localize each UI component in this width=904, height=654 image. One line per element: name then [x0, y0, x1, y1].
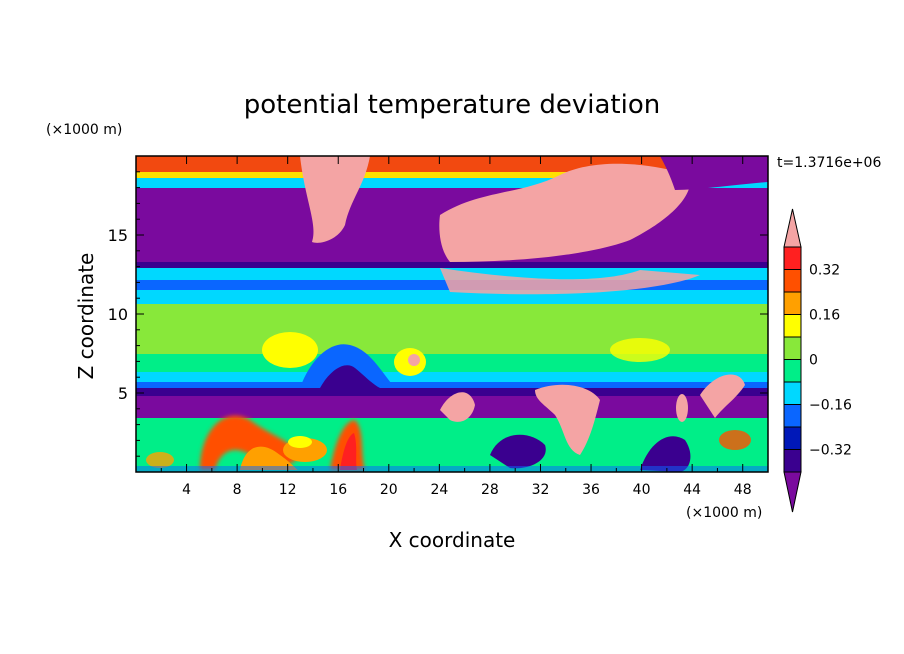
chart-title: potential temperature deviation: [244, 90, 660, 120]
x-tick-label: 8: [233, 482, 242, 498]
plume-right: [439, 163, 691, 262]
x-tick-label: 36: [582, 482, 600, 498]
x-tick-label: 40: [633, 482, 651, 498]
colorbar-box: [783, 336, 802, 360]
blob-yellow-3: [610, 338, 670, 362]
colorbar-label: 0: [809, 353, 818, 369]
colorbar-box: [783, 426, 802, 450]
x-ticks: 4 8 12 16 20 24 28 32 36 40 44 48: [160, 156, 752, 498]
colorbar-box: [783, 449, 802, 473]
x-unit-label: (×1000 m): [686, 505, 762, 521]
y-axis-label: Z coordinate: [74, 253, 98, 380]
yellow-blob-bottom: [288, 436, 312, 448]
intrusion-2: [535, 384, 600, 455]
y-tick-label: 5: [118, 384, 128, 403]
colorbar-box: [783, 381, 802, 405]
bottom-edge-band: [136, 466, 768, 472]
cold-dome-inner: [320, 365, 380, 388]
x-tick-label: 44: [683, 482, 701, 498]
x-tick-label: 48: [734, 482, 752, 498]
band-top-yellow: [136, 172, 768, 180]
x-tick-label: 4: [182, 482, 191, 498]
x-axis-label: X coordinate: [389, 528, 516, 552]
band-blue-5: [136, 382, 768, 390]
cold-eddy-2: [640, 436, 691, 472]
x-tick-label: 16: [329, 482, 347, 498]
cold-eddy-1: [490, 434, 546, 469]
y-tick-label: 10: [108, 305, 128, 324]
y-unit-label: (×1000 m): [46, 122, 122, 138]
x-tick-label: 24: [430, 482, 448, 498]
x-tick-label: 20: [380, 482, 398, 498]
x-tick-label: 12: [279, 482, 297, 498]
band-green-mid: [136, 304, 768, 354]
blob-yellow-1: [262, 332, 318, 368]
streak-low-right: [440, 268, 700, 295]
warm-column-core: [340, 433, 357, 470]
warm-eddy-left: [146, 452, 174, 468]
band-dark-13: [136, 262, 768, 268]
colorbar: 0.32 0.16 0 −0.16 −0.32: [783, 208, 852, 513]
intrusion-4: [676, 394, 688, 422]
band-cyan-11: [136, 290, 768, 304]
warm-eddy-right: [719, 430, 751, 450]
colorbar-box: [783, 314, 802, 338]
blob-pink-1: [408, 354, 420, 366]
colorbar-label: −0.16: [809, 398, 852, 414]
band-cyan-6: [136, 372, 768, 384]
colorbar-label: 0.32: [809, 263, 840, 279]
time-label: t=1.3716e+06: [777, 155, 881, 171]
y-tick-label: 15: [108, 226, 128, 245]
x-tick-label: 28: [481, 482, 499, 498]
x-tick-label: 32: [532, 482, 550, 498]
colorbar-box: [783, 269, 802, 293]
colorbar-box: [783, 404, 802, 428]
colorbar-box: [783, 246, 802, 270]
colorbar-top-arrow: [783, 208, 802, 248]
warm-arc-2: [240, 446, 298, 470]
plume-left: [300, 156, 370, 243]
colorbar-bottom-arrow: [783, 471, 802, 513]
intrusion-3: [700, 374, 745, 418]
intrusion-1: [440, 392, 475, 422]
y-ticks: 5 10 15: [108, 171, 768, 457]
band-top-cyan: [136, 178, 768, 188]
plot-field: [136, 156, 768, 472]
colorbar-box: [783, 359, 802, 383]
plume-right-upper: [660, 156, 768, 190]
band-dark-5: [136, 388, 768, 398]
colorbar-box: [783, 291, 802, 315]
colorbar-label: −0.32: [809, 443, 852, 459]
colorbar-label: 0.16: [809, 308, 840, 324]
